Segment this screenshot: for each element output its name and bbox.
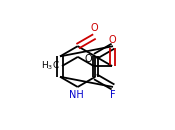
Text: O: O: [91, 23, 98, 33]
Text: O: O: [85, 54, 93, 64]
Text: O: O: [108, 35, 116, 45]
Text: F: F: [110, 90, 116, 100]
Text: H$_3$C: H$_3$C: [41, 60, 60, 72]
Text: NH: NH: [69, 90, 84, 100]
